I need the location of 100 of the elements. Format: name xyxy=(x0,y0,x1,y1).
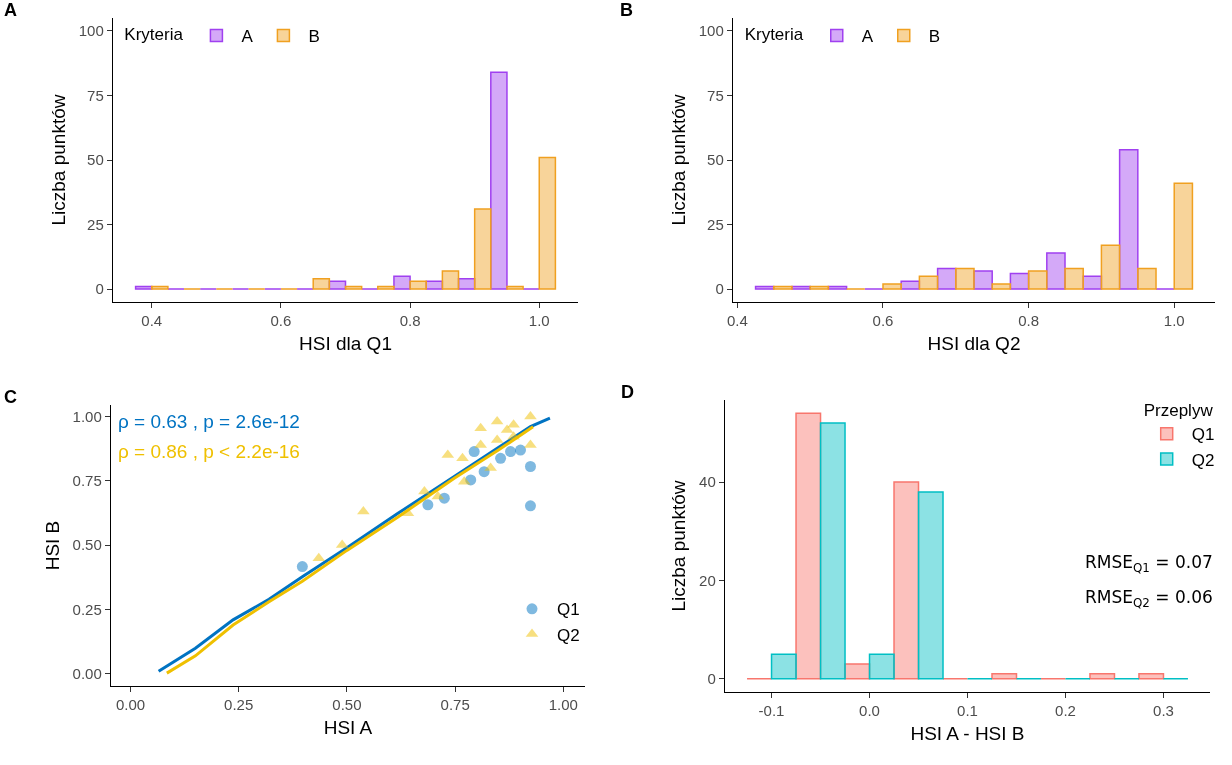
bar xyxy=(917,491,944,680)
y-tick-label: 0.25 xyxy=(72,600,102,618)
x-tick-label: 0.1 xyxy=(957,702,978,720)
bar xyxy=(868,653,895,680)
x-tick-label: 0.4 xyxy=(726,312,748,330)
x-axis-title: HSI A - HSI B xyxy=(910,722,1025,744)
x-tick-label: 0.50 xyxy=(332,696,362,714)
x-tick-label: 0.6 xyxy=(872,312,894,330)
y-axis-title: Liczba punktów xyxy=(668,480,690,612)
bar xyxy=(1027,270,1048,290)
chart-title: B xyxy=(620,0,633,20)
x-tick-label: 1.00 xyxy=(548,696,578,714)
bar xyxy=(151,285,169,290)
bar xyxy=(991,283,1012,290)
x-axis-title: HSI A xyxy=(323,716,373,738)
bar xyxy=(312,278,331,290)
y-axis-title: Liczba punktów xyxy=(667,94,689,226)
y-tick-label: 1.00 xyxy=(72,407,102,425)
point xyxy=(495,452,507,464)
point xyxy=(418,485,431,495)
chart-title: D xyxy=(621,382,634,402)
bar xyxy=(973,270,993,290)
y-tick-label: 100 xyxy=(78,22,104,40)
y-tick-label: 75 xyxy=(707,86,724,104)
bar xyxy=(809,285,830,290)
x-tick-label: 0.8 xyxy=(1018,312,1040,330)
bar xyxy=(1089,673,1116,680)
bar xyxy=(1100,244,1121,290)
x-tick-label: 0.4 xyxy=(141,312,163,330)
x-tick-label: 0.8 xyxy=(399,312,421,330)
point xyxy=(468,446,480,458)
point xyxy=(524,461,536,472)
bar xyxy=(344,285,363,290)
annotation: ρ = 0.63 , p = 2.6e-12 xyxy=(118,411,300,432)
y-tick-label: 100 xyxy=(698,22,724,40)
y-tick-label: 25 xyxy=(707,215,724,233)
x-tick-label: 1.0 xyxy=(528,312,550,330)
point xyxy=(296,561,308,573)
legend-label: A xyxy=(241,27,254,47)
legend-label: Q1 xyxy=(1191,425,1215,445)
point xyxy=(422,499,434,511)
annotation: RMSE$_{Q2}$ = 0.06 xyxy=(1085,587,1213,610)
legend-title: Kryteria xyxy=(124,25,184,45)
y-tick-label: 20 xyxy=(699,571,716,589)
bar xyxy=(1009,272,1030,290)
point xyxy=(456,452,469,462)
bar xyxy=(134,285,153,290)
bar xyxy=(773,285,793,290)
annotation: ρ = 0.86 , p < 2.2e-16 xyxy=(118,441,300,462)
x-tick-label: 0.2 xyxy=(1055,702,1076,720)
bar xyxy=(1173,182,1194,290)
x-tick-label: 0.6 xyxy=(270,312,292,330)
point xyxy=(401,507,415,517)
x-tick-label: 0.25 xyxy=(224,696,254,714)
bar xyxy=(490,71,508,290)
bar xyxy=(827,285,848,290)
x-axis-title: HSI dla Q2 xyxy=(927,332,1021,354)
y-tick-label: 0.75 xyxy=(72,472,102,490)
bar xyxy=(409,280,427,290)
bar xyxy=(377,285,395,290)
y-tick-label: 40 xyxy=(699,473,716,491)
x-axis-title: HSI dla Q1 xyxy=(299,332,392,354)
point xyxy=(490,415,504,425)
legend-label: Q2 xyxy=(1191,450,1215,470)
legend-label: B xyxy=(308,27,320,47)
bar xyxy=(893,481,920,680)
x-tick-label: 0.0 xyxy=(859,702,880,720)
bar xyxy=(795,412,822,680)
x-tick-label: 0.00 xyxy=(115,696,146,714)
legend-label: B xyxy=(928,27,941,47)
x-tick-label: -0.1 xyxy=(758,702,785,720)
y-axis-title: Liczba punktów xyxy=(47,94,69,226)
y-axis-title: HSI B xyxy=(41,520,63,571)
bar xyxy=(1046,252,1066,290)
y-tick-label: 25 xyxy=(87,215,104,233)
bar xyxy=(819,422,846,680)
bar xyxy=(1137,267,1157,290)
bar xyxy=(538,156,557,290)
point xyxy=(524,500,536,512)
x-tick-label: 0.75 xyxy=(440,696,470,714)
bar xyxy=(1118,148,1139,290)
y-tick-label: 0 xyxy=(95,280,104,298)
bar xyxy=(918,275,939,290)
bar xyxy=(955,267,975,290)
bar xyxy=(473,208,492,290)
chart-title: C xyxy=(4,387,17,407)
y-tick-label: 0 xyxy=(715,280,724,298)
bar xyxy=(1138,673,1165,680)
bar xyxy=(441,270,460,290)
legend-label: Q2 xyxy=(557,625,580,645)
legend-title: Przeplyw xyxy=(1143,401,1214,421)
bar xyxy=(882,283,902,290)
annotation: RMSE$_{Q1}$ = 0.07 xyxy=(1085,552,1213,575)
bar xyxy=(506,285,524,290)
x-tick-label: 0.3 xyxy=(1153,702,1174,720)
bar xyxy=(1082,275,1103,290)
bar xyxy=(1064,267,1084,290)
point xyxy=(505,446,517,458)
point xyxy=(312,552,326,562)
point xyxy=(515,444,526,456)
